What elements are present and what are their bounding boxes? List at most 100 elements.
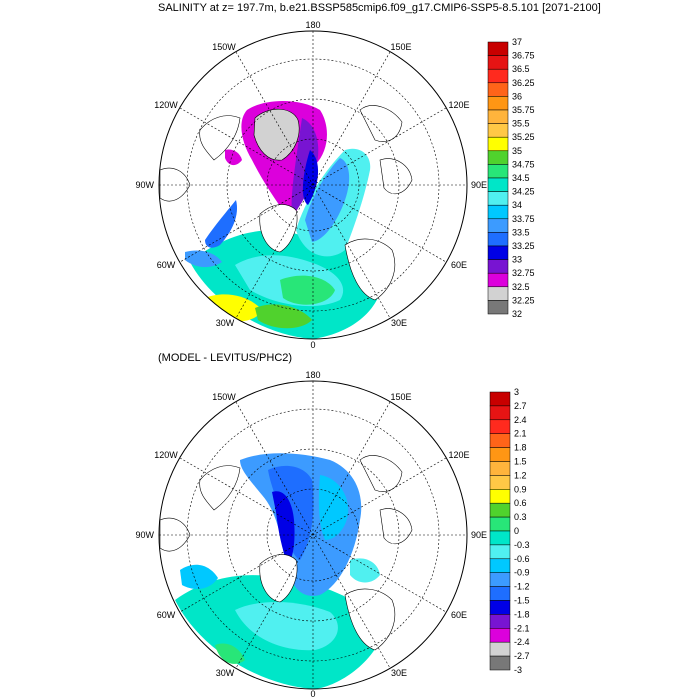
colorbar-tick-label: 3 <box>514 387 519 397</box>
colorbar-swatch <box>487 218 509 233</box>
colorbar-tick-label: -2.7 <box>514 651 530 661</box>
colorbar-swatch <box>489 628 511 643</box>
colorbar-swatch <box>487 300 509 315</box>
lon-label-30w: 30W <box>216 668 235 678</box>
lon-label-90w: 90W <box>135 180 154 190</box>
colorbar-swatch <box>487 204 509 220</box>
colorbar-tick-label: 35.5 <box>512 119 530 129</box>
colorbar-tick-label: 32.25 <box>512 295 535 305</box>
colorbar-tick-label: 36.75 <box>512 51 535 61</box>
lon-label-60w: 60W <box>157 260 176 270</box>
colorbar-tick-label: -1.8 <box>514 609 530 619</box>
colorbar-swatch <box>487 82 509 97</box>
colorbar-tick-label: 33 <box>512 255 522 265</box>
colorbar-tick-label: 36.25 <box>512 78 535 88</box>
colorbar-swatch <box>489 475 511 490</box>
colorbar-tick-label: 35.75 <box>512 105 535 115</box>
colorbar-tick-label: -1.5 <box>514 596 530 606</box>
colorbar-swatch <box>489 655 511 671</box>
colorbar-tick-label: 34.25 <box>512 187 535 197</box>
colorbar-swatch <box>489 461 511 476</box>
lon-label-30e: 30E <box>391 318 407 328</box>
salinity-map: 180 150E 120E 90E 60E 30E 0 30W 60W 90W … <box>135 20 487 350</box>
lon-label-30w: 30W <box>216 318 235 328</box>
colorbar-swatch <box>487 245 509 260</box>
lon-label-120w: 120W <box>154 100 178 110</box>
colorbar-swatch <box>489 502 511 518</box>
lon-label-0: 0 <box>310 689 315 699</box>
colorbar-swatch <box>487 191 509 206</box>
land-outline <box>159 105 413 301</box>
colorbar-swatch <box>487 96 509 111</box>
colorbar-swatch <box>489 405 511 421</box>
colorbar-tick-label: 1.8 <box>514 443 527 453</box>
colorbar-tick-label: 34.75 <box>512 159 535 169</box>
colorbar-tick-label: -0.6 <box>514 554 530 564</box>
colorbar-swatch <box>489 544 511 560</box>
lon-label-0: 0 <box>310 340 315 350</box>
colorbar-swatch <box>489 600 511 615</box>
colorbar-swatch <box>487 55 509 70</box>
lon-label-180: 180 <box>305 20 320 30</box>
colorbar-swatch <box>489 447 511 462</box>
colorbar-tick-label: 2.1 <box>514 429 527 439</box>
colorbar-tick-label: 33.25 <box>512 241 535 251</box>
colorbar-tick-label: -0.3 <box>514 540 530 550</box>
lon-label-90e: 90E <box>471 530 487 540</box>
anomaly-map: 180 150E 120E 90E 60E 30E 0 30W 60W 90W … <box>135 370 487 699</box>
colorbar-tick-label: 37 <box>512 37 522 47</box>
colorbar-swatch <box>487 136 509 152</box>
colorbar-swatch <box>489 641 511 657</box>
colorbar-swatch <box>489 614 511 629</box>
colorbar-swatch <box>489 558 511 573</box>
colorbar-tick-label: 1.5 <box>514 457 527 467</box>
colorbar-tick-label: 0.6 <box>514 498 527 508</box>
map-boundary <box>158 30 468 340</box>
colorbar-swatch <box>489 516 511 532</box>
graticule <box>159 381 467 689</box>
colorbar-swatch <box>489 572 511 587</box>
colorbar-tick-label: -1.2 <box>514 582 530 592</box>
colorbar-tick-label: 34 <box>512 200 522 210</box>
colorbar-swatch <box>487 177 509 192</box>
lon-label-120e: 120E <box>448 100 469 110</box>
colorbar-tick-label: 32.75 <box>512 268 535 278</box>
lon-label-90e: 90E <box>471 180 487 190</box>
colorbar-tick-label: 35 <box>512 146 522 156</box>
lon-label-60e: 60E <box>451 260 467 270</box>
colorbar-tick-label: -3 <box>514 665 522 675</box>
colorbar-swatch <box>487 109 509 124</box>
salinity-field <box>185 101 383 339</box>
colorbar-swatch <box>489 433 511 448</box>
lon-label-150e: 150E <box>390 392 411 402</box>
colorbar-swatch <box>487 41 509 56</box>
colorbar-swatch <box>487 123 509 138</box>
colorbar-swatch <box>487 272 509 288</box>
colorbar-tick-label: 32 <box>512 309 522 319</box>
top-panel-title: SALINITY at z= 197.7m, b.e21.BSSP585cmip… <box>158 2 601 14</box>
colorbar-swatch <box>487 150 509 165</box>
lon-label-60w: 60W <box>157 610 176 620</box>
colorbar-tick-label: 0.3 <box>514 512 527 522</box>
lon-label-120w: 120W <box>154 450 178 460</box>
colorbar-tick-label: 34.5 <box>512 173 530 183</box>
colorbar-tick-label: -0.9 <box>514 568 530 578</box>
colorbar-swatch <box>489 391 511 407</box>
colorbar-tick-label: 2.7 <box>514 401 527 411</box>
colorbar-tick-label: 2.4 <box>514 415 527 425</box>
colorbar-tick-label: 33.5 <box>512 227 530 237</box>
colorbar-swatch <box>489 586 511 601</box>
colorbar-tick-label: 35.25 <box>512 132 535 142</box>
colorbar-swatch <box>487 232 509 247</box>
graticule <box>159 31 467 339</box>
colorbar-tick-label: 36.5 <box>512 64 530 74</box>
lon-label-180: 180 <box>305 370 320 380</box>
colorbar-swatch <box>489 530 511 546</box>
colorbar-swatch <box>487 286 509 301</box>
colorbar-tick-label: 32.5 <box>512 282 530 292</box>
salinity-colorbar: 37 36.75 36.5 36.25 36 35.75 35.5 35.25 35 34.75 3… <box>487 37 535 319</box>
lon-label-90w: 90W <box>135 530 154 540</box>
lon-label-120e: 120E <box>448 450 469 460</box>
lon-label-60e: 60E <box>451 610 467 620</box>
